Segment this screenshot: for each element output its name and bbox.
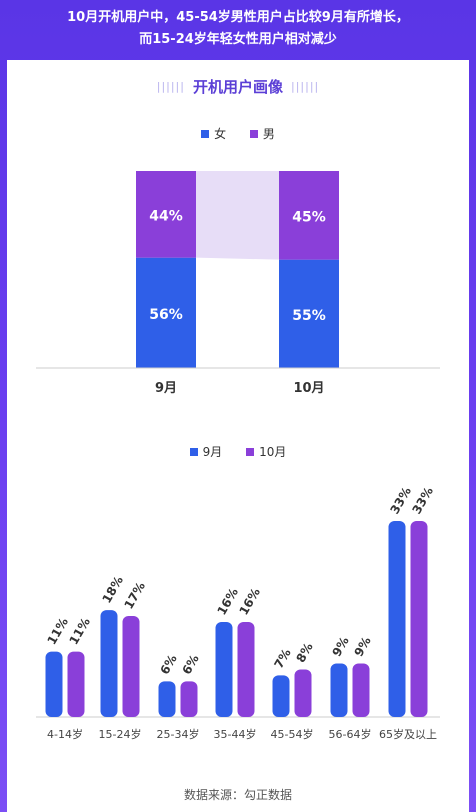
data-label-male-1: 45% [292, 209, 326, 225]
bar-sep-2 [158, 681, 176, 717]
x-tick-label-age-1: 15-24岁 [99, 727, 142, 741]
section-title: |||||| 开机用户画像 |||||| [0, 76, 476, 97]
title-decoration-left: |||||| [156, 80, 185, 93]
data-label-male-0: 44% [149, 208, 183, 224]
bar-sep-1 [100, 610, 118, 717]
bar-sep-4 [272, 675, 290, 717]
title-decoration-right: |||||| [291, 80, 320, 93]
bar-sep-5 [330, 663, 348, 717]
bar-male-1 [279, 171, 339, 260]
legend-gender: 女 男 [0, 125, 476, 142]
legend-item-sep: 9月 [189, 443, 223, 460]
header-line-2: 而15-24岁年轻女性用户相对减少 [139, 32, 337, 47]
legend-item-oct: 10月 [246, 443, 286, 460]
bar-sep-6 [388, 521, 406, 717]
data-label-oct-6: 33% [409, 485, 435, 517]
legend-label-sep: 9月 [202, 445, 223, 459]
legend-month: 9月 10月 [0, 443, 476, 460]
legend-label-oct: 10月 [259, 445, 287, 459]
legend-swatch-oct [246, 448, 255, 456]
data-label-oct-2: 6% [179, 652, 201, 677]
data-source-footer: 数据来源：勾正数据 [183, 788, 292, 802]
legend-item-female: 女 [201, 125, 226, 142]
legend-label-female: 女 [214, 127, 227, 141]
data-label-sep-5: 9% [329, 634, 351, 659]
legend-label-male: 男 [262, 127, 275, 141]
bar-oct-2 [180, 681, 198, 717]
bar-oct-0 [67, 651, 85, 717]
bar-oct-5 [352, 663, 370, 717]
bar-sep-0 [45, 651, 63, 717]
x-tick-label-age-4: 45-54岁 [271, 727, 314, 741]
connector-band [196, 171, 279, 260]
legend-swatch-female [201, 130, 210, 138]
bar-female-0 [136, 257, 196, 368]
legend-item-male: 男 [249, 125, 275, 142]
data-label-sep-4: 7% [271, 646, 293, 671]
x-tick-label-1: 10月 [293, 381, 324, 396]
data-label-female-0: 56% [149, 307, 183, 323]
bar-oct-6 [410, 521, 428, 717]
section-title-text: 开机用户画像 [192, 78, 283, 96]
legend-swatch-sep [189, 448, 198, 456]
bar-oct-1 [122, 616, 140, 717]
data-label-oct-3: 16% [236, 586, 262, 618]
data-label-oct-0: 11% [66, 615, 92, 647]
bar-male-0 [136, 171, 196, 258]
x-tick-label-age-2: 25-34岁 [157, 727, 200, 741]
x-tick-label-0: 9月 [155, 381, 177, 396]
x-tick-label-age-6: 65岁及以上 [379, 727, 437, 741]
bar-oct-4 [294, 669, 312, 717]
header-banner: 10月开机用户中，45-54岁男性用户占比较9月有所增长， 而15-24岁年轻女… [0, 0, 476, 60]
data-label-oct-1: 17% [121, 580, 147, 612]
legend-swatch-male [249, 130, 258, 138]
x-tick-label-age-0: 4-14岁 [47, 727, 83, 741]
data-label-oct-5: 9% [351, 634, 373, 659]
bar-female-1 [279, 259, 339, 368]
bar-sep-3 [215, 621, 233, 717]
data-label-oct-4: 8% [293, 640, 315, 665]
data-label-sep-0: 11% [44, 615, 70, 647]
data-label-female-1: 55% [292, 308, 326, 324]
x-tick-label-age-5: 56-64岁 [329, 727, 372, 741]
data-label-sep-6: 33% [387, 485, 413, 517]
data-label-sep-3: 16% [214, 586, 240, 618]
data-label-sep-2: 6% [157, 652, 179, 677]
bar-oct-3 [237, 621, 255, 717]
data-label-sep-1: 18% [99, 574, 125, 606]
header-line-1: 10月开机用户中，45-54岁男性用户占比较9月有所增长， [67, 10, 409, 25]
x-tick-label-age-3: 35-44岁 [214, 727, 257, 741]
